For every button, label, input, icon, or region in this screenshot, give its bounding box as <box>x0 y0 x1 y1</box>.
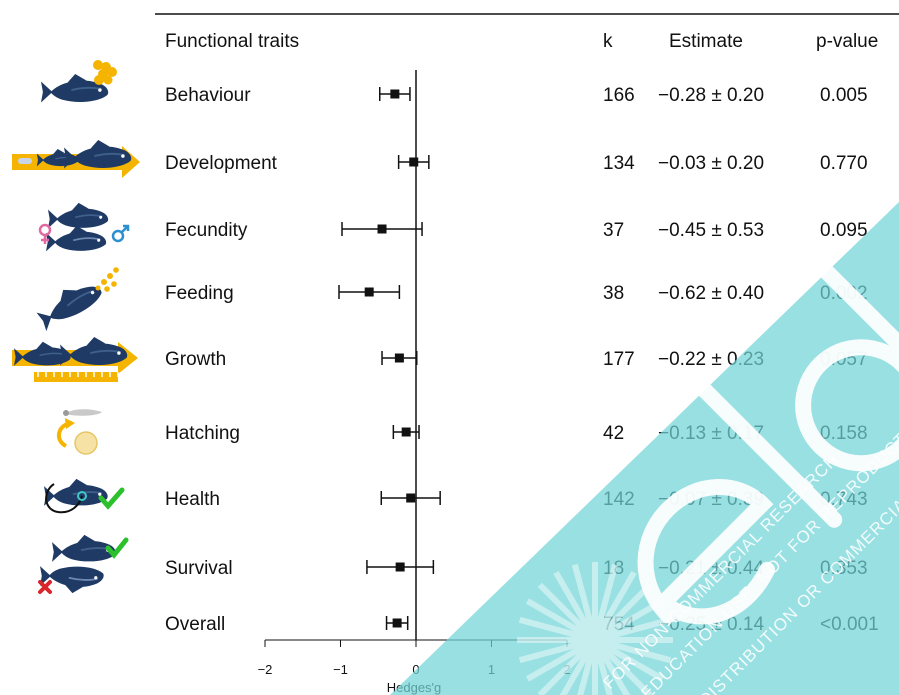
x-tick-label: −2 <box>258 662 273 677</box>
fish-brain-icon <box>41 60 117 103</box>
trait-label: Overall <box>165 614 225 635</box>
header-estimate: Estimate <box>669 31 743 52</box>
fish-shape <box>48 202 109 229</box>
trait-label: Development <box>165 153 278 174</box>
watermark: FOR NON-COMMERCIAL RESEARCHEDUCATION USE… <box>390 202 899 695</box>
header-trait: Functional traits <box>165 31 299 52</box>
p-value: 0.005 <box>820 85 868 106</box>
estimate-point <box>377 224 387 234</box>
fish-shape <box>36 286 102 332</box>
estimate-point <box>394 353 404 363</box>
k-value: 38 <box>603 283 624 304</box>
larva-egg-hatching-icon <box>56 409 102 455</box>
trait-icons <box>12 60 140 594</box>
x-tick-label: −1 <box>333 662 348 677</box>
trait-labels: Behaviour Development Fecundity Feeding Grow… <box>165 85 278 635</box>
fish-shape <box>44 478 108 506</box>
estimate-point <box>409 157 419 167</box>
estimate-point <box>364 287 374 297</box>
watermark-starburst-icon <box>517 562 673 695</box>
estimate-value: −0.62 ± 0.40 <box>658 283 764 304</box>
header-k: k <box>603 31 613 52</box>
fish-stethoscope-check-icon <box>44 478 125 514</box>
estimate-point <box>392 618 402 628</box>
fish-shape <box>41 73 109 103</box>
trait-label: Feeding <box>165 283 234 304</box>
k-value: 134 <box>603 153 635 174</box>
trait-label: Health <box>165 489 220 510</box>
trait-label: Fecundity <box>165 220 248 241</box>
header-pvalue: p-value <box>816 31 878 52</box>
estimate-point <box>395 562 405 572</box>
estimate-point <box>406 493 416 503</box>
k-value: 177 <box>603 349 635 370</box>
estimate-value: −0.28 ± 0.20 <box>658 85 764 106</box>
p-value: 0.095 <box>820 220 868 241</box>
fish-development-arrow-icon <box>12 139 140 178</box>
fish-shape <box>40 566 104 594</box>
fish-shape <box>46 225 107 252</box>
trait-label: Survival <box>165 558 233 579</box>
elab-logo <box>637 257 899 625</box>
fish-shape <box>64 139 132 169</box>
fish-growth-ruler-icon <box>12 336 138 382</box>
fish-survival-check-cross-icon <box>38 534 129 594</box>
estimate-value: −0.03 ± 0.20 <box>658 153 764 174</box>
trait-label: Behaviour <box>165 85 251 106</box>
estimate-point <box>401 427 411 437</box>
fish-male-female-icon <box>38 202 130 252</box>
fish-shape <box>60 336 128 366</box>
p-value: 0.770 <box>820 153 868 174</box>
estimate-value: −0.45 ± 0.53 <box>658 220 764 241</box>
fish-feeding-icon <box>36 267 119 332</box>
estimate-point <box>390 89 400 99</box>
k-value: 37 <box>603 220 624 241</box>
plot-area <box>338 70 441 640</box>
k-value: 166 <box>603 85 635 106</box>
k-value: 42 <box>603 423 624 444</box>
trait-label: Hatching <box>165 423 240 444</box>
trait-label: Growth <box>165 349 226 370</box>
x-tick-label: 0 <box>412 662 419 677</box>
